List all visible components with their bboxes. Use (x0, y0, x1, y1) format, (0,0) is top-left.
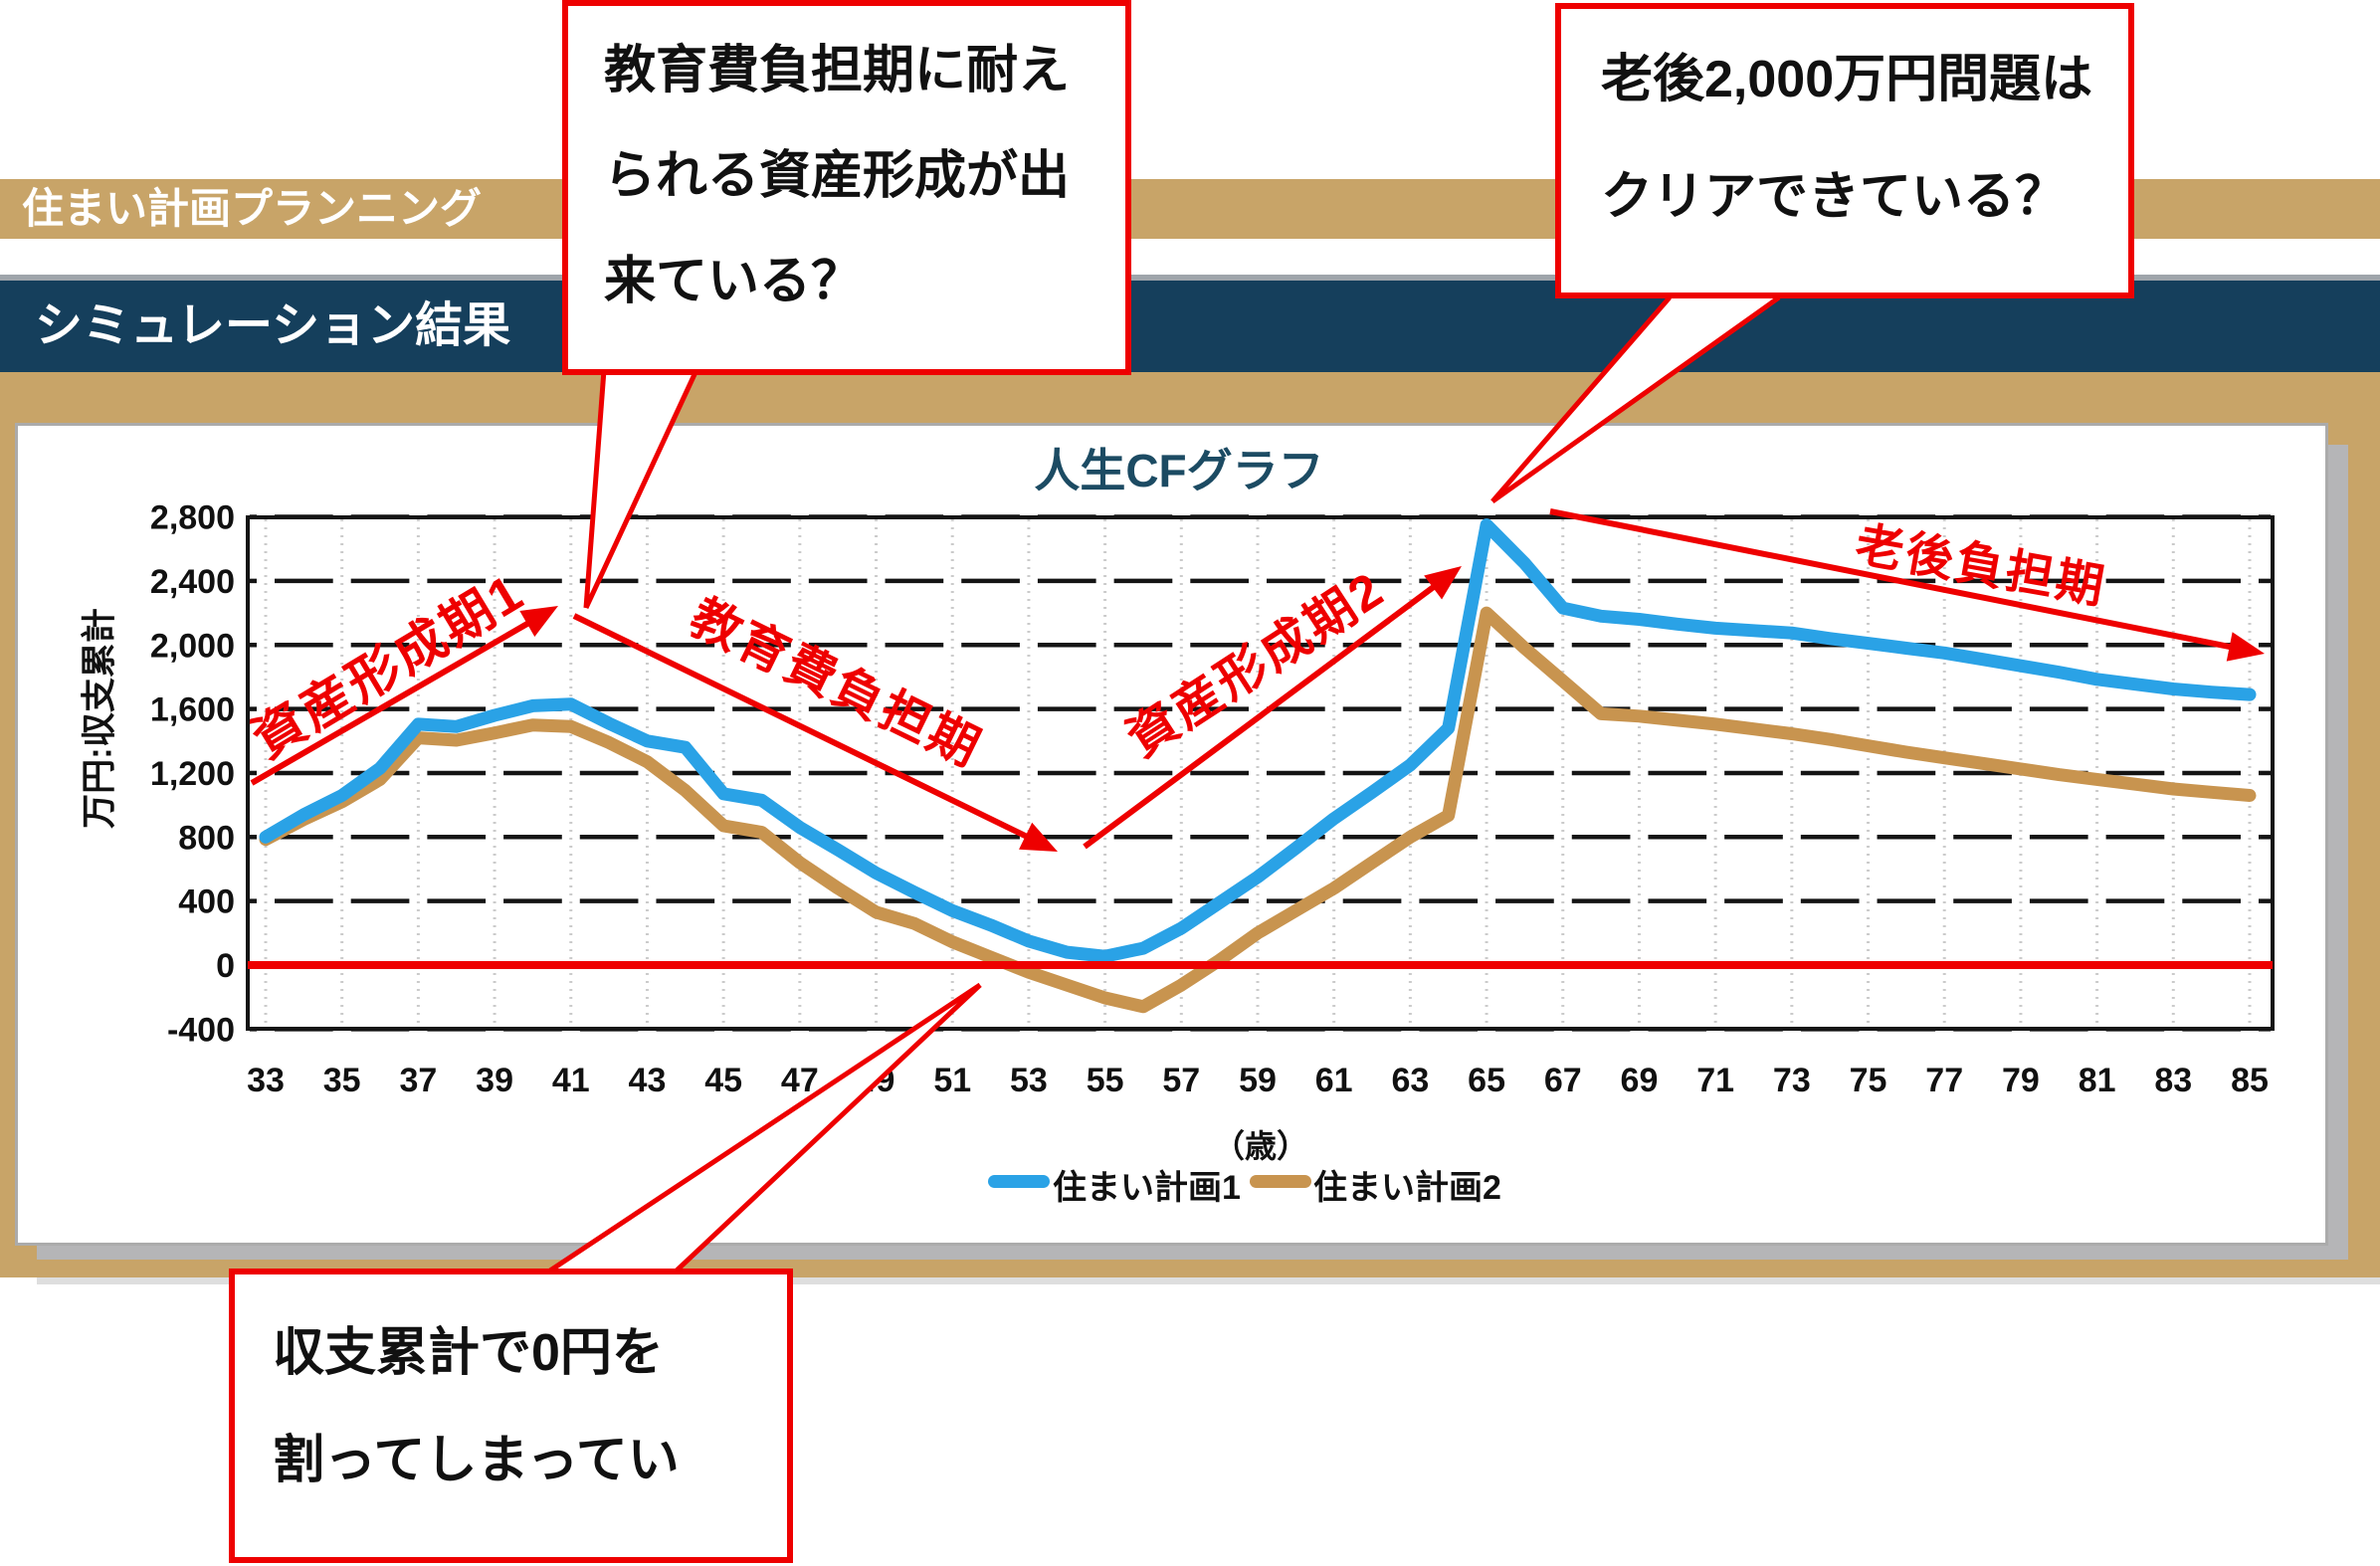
y-tick-label: 1,600 (150, 691, 235, 729)
x-tick-label: 57 (1162, 1062, 1200, 1099)
callout-education-tail-edge (583, 369, 607, 609)
arrow-asset-period-1-head (519, 606, 558, 638)
y-axis-label: 万円:収支累計 (80, 608, 119, 829)
x-tick-label: 37 (399, 1062, 437, 1099)
x-tick-label: 39 (476, 1062, 513, 1099)
callout-retirement-line1: 老後2,000万円問題は (1601, 51, 2093, 108)
series-line-plan1 (259, 518, 2257, 963)
arrow-asset-period-1 (250, 617, 536, 786)
x-tick-label: 75 (1850, 1062, 1887, 1099)
x-tick-label: 35 (323, 1062, 361, 1099)
callout-retirement-tail-edge (1490, 294, 1781, 504)
y-tick-label: 2,000 (150, 627, 235, 665)
x-axis-unit: （歳） (1212, 1128, 1309, 1164)
y-tick-label: 2,400 (150, 563, 235, 601)
legend-swatch-plan1 (988, 1175, 1050, 1188)
x-tick-label: 77 (1925, 1062, 1963, 1099)
x-tick-label: 43 (629, 1062, 667, 1099)
x-tick-label: 85 (2231, 1062, 2269, 1099)
callout-education: 教育費負担期に耐え られる資産形成が出 来ている？ (562, 0, 1131, 375)
x-tick-label: 71 (1696, 1062, 1734, 1099)
x-tick-label: 69 (1621, 1062, 1659, 1099)
x-tick-label: 47 (781, 1062, 819, 1099)
x-tick-label: 79 (2002, 1062, 2040, 1099)
x-tick-label: 55 (1087, 1062, 1124, 1099)
arrow-asset-period-2 (1083, 580, 1442, 850)
x-tick-label: 59 (1239, 1062, 1277, 1099)
y-tick-label: 400 (178, 883, 235, 921)
x-tick-label: 81 (2079, 1062, 2116, 1099)
x-tick-label: 45 (704, 1062, 742, 1099)
callout-deficit-line1: 収支累計で0円を (273, 1324, 664, 1382)
callout-deficit: 収支累計で0円を 割ってしまってい (229, 1269, 793, 1563)
series-line-plan2 (259, 606, 2257, 1014)
callout-deficit-line2: 割ってしまってい (273, 1432, 680, 1489)
callout-retirement-line2: クリアできている？ (1601, 168, 2068, 226)
x-tick-label: 67 (1544, 1062, 1582, 1099)
legend-label-plan1: 住まい計画1 (1053, 1169, 1241, 1207)
axis-frame (246, 515, 2275, 1031)
x-tick-label: 41 (552, 1062, 590, 1099)
callout-education-line1: 教育費負担期に耐え (604, 42, 1071, 99)
arrow-asset-period-2-head (1424, 566, 1462, 600)
y-tick-label: 1,200 (150, 755, 235, 793)
callout-retirement-tail-edge (1490, 295, 1672, 503)
callout-deficit-tail-edge (675, 983, 982, 1272)
x-tick-label: 61 (1315, 1062, 1353, 1099)
x-tick-label: 83 (2154, 1062, 2192, 1099)
breadcrumb: 住まい計画プランニング (22, 185, 483, 232)
divider-line (0, 275, 2380, 281)
callout-education-line2: られる資産形成が出 (604, 147, 1071, 205)
x-tick-label: 73 (1773, 1062, 1811, 1099)
x-tick-label: 33 (247, 1062, 285, 1099)
callout-deficit-tail-edge (548, 982, 982, 1273)
page-title: シミュレーション結果 (35, 299, 511, 352)
legend-swatch-plan2 (1250, 1175, 1311, 1188)
y-tick-label: -400 (167, 1011, 235, 1049)
arrow-education-period-head (1019, 822, 1058, 852)
x-tick-label: 53 (1010, 1062, 1048, 1099)
callout-education-tail-edge (583, 368, 699, 610)
x-tick-label: 65 (1468, 1062, 1505, 1099)
chart-title: 人生CFグラフ (1034, 445, 1324, 496)
y-tick-label: 800 (178, 819, 235, 857)
legend-label-plan2: 住まい計画2 (1313, 1169, 1501, 1207)
x-tick-label: 51 (933, 1062, 971, 1099)
y-tick-label: 2,800 (150, 499, 235, 537)
arrow-education-period (572, 613, 1035, 843)
x-tick-label: 63 (1391, 1062, 1429, 1099)
y-tick-label: 0 (216, 947, 235, 985)
chart-panel (15, 423, 2328, 1246)
callout-education-line3: 来ている？ (604, 253, 864, 310)
panel-bottom-strip (37, 1277, 2380, 1284)
arrow-retirement-period (1549, 508, 2239, 652)
callout-retirement: 老後2,000万円問題は クリアできている？ (1555, 3, 2134, 298)
arrow-retirement-period-head (2226, 632, 2265, 662)
